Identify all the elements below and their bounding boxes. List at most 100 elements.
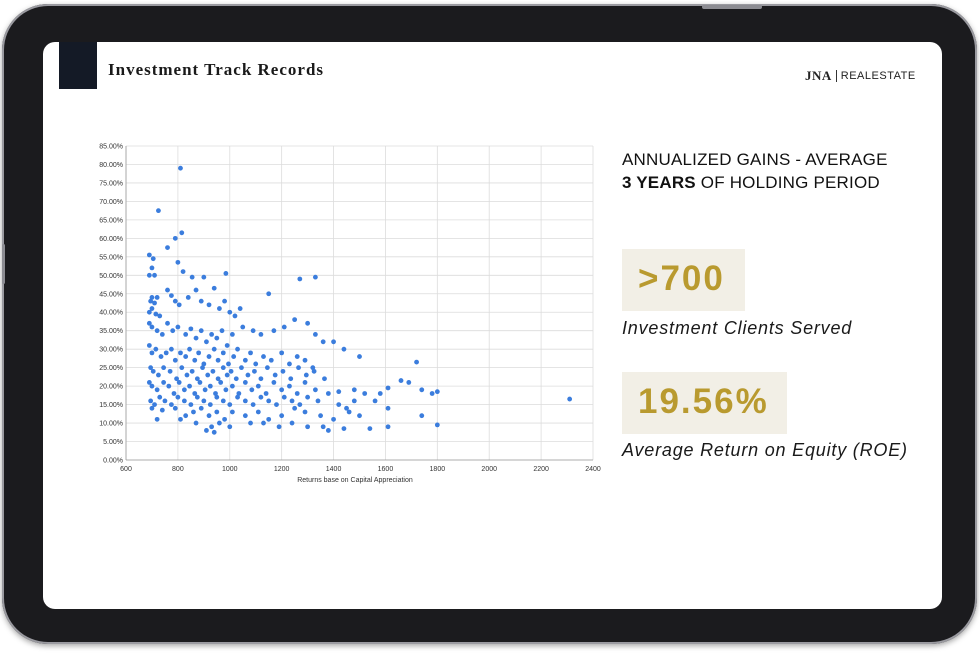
data-point (385, 385, 391, 391)
summary-heading-line1: ANNUALIZED GAINS - AVERAGE (622, 150, 888, 169)
data-point (220, 398, 226, 404)
y-tick-label: 10.00% (99, 421, 123, 428)
data-point (242, 398, 248, 404)
data-point (211, 346, 217, 352)
data-point (232, 313, 238, 319)
roe-stat-label: Average Return on Equity (ROE) (622, 440, 908, 460)
data-point (279, 413, 285, 419)
data-point (357, 413, 362, 419)
data-point (148, 365, 154, 371)
data-point (167, 368, 173, 374)
data-point (150, 368, 156, 374)
y-tick-label: 25.00% (99, 365, 123, 372)
data-point (148, 298, 154, 304)
data-point (414, 359, 419, 365)
data-point (406, 380, 412, 385)
data-point (242, 357, 248, 363)
data-point (236, 391, 242, 396)
data-point (150, 256, 156, 262)
data-point (174, 376, 179, 382)
data-point (172, 235, 178, 241)
data-point (183, 413, 189, 419)
data-point (320, 424, 326, 430)
data-point (367, 426, 373, 431)
data-point (192, 391, 198, 396)
data-point (184, 372, 190, 378)
data-point (312, 387, 318, 393)
data-point (268, 357, 274, 363)
data-point (175, 394, 181, 400)
data-point (146, 343, 152, 348)
data-point (206, 413, 212, 419)
data-point (194, 394, 200, 400)
data-point (146, 252, 152, 258)
data-point (351, 398, 357, 404)
data-point (204, 428, 209, 433)
data-point (248, 420, 253, 426)
data-point (178, 165, 183, 171)
data-point (294, 391, 300, 396)
data-point (258, 394, 264, 400)
data-point (178, 416, 183, 422)
data-point (214, 409, 220, 415)
y-tick-label: 45.00% (99, 291, 123, 298)
data-point (274, 402, 279, 407)
data-point (250, 328, 256, 334)
x-tick-label: 1400 (326, 466, 342, 473)
y-tick-label: 55.00% (99, 254, 123, 261)
logo-divider (835, 70, 837, 82)
data-point (229, 383, 235, 389)
y-tick-label: 80.00% (99, 162, 123, 169)
data-point (148, 398, 154, 404)
data-point (154, 328, 160, 334)
data-point (398, 378, 404, 383)
data-point (149, 383, 155, 389)
data-point (303, 372, 309, 378)
data-point (198, 328, 204, 334)
data-point (385, 424, 391, 430)
clients-stat-label: Investment Clients Served (622, 318, 853, 338)
data-point (224, 343, 230, 348)
data-point (280, 368, 286, 374)
data-point (261, 354, 266, 359)
data-point (226, 361, 231, 367)
chart-points (146, 165, 573, 435)
data-point (189, 274, 195, 280)
chart-axes: 0.00% 5.00% 10.00% 15.00% 20.00% 25.00% 30.00%… (99, 144, 601, 474)
x-tick-label: 1600 (378, 466, 394, 473)
data-point (385, 405, 391, 411)
data-point (362, 391, 368, 396)
data-point (344, 405, 349, 411)
data-point (287, 361, 292, 367)
data-point (157, 313, 163, 319)
tablet-top-button (702, 5, 762, 9)
data-point (222, 416, 227, 422)
data-point (377, 391, 383, 396)
data-point (289, 420, 295, 426)
data-point (158, 354, 164, 359)
data-point (201, 274, 207, 280)
slide-title: Investment Track Records (108, 60, 325, 79)
data-point (193, 287, 199, 293)
data-point (210, 368, 216, 374)
data-point (154, 295, 160, 300)
data-point (201, 361, 207, 367)
data-point (341, 426, 347, 431)
x-tick-label: 600 (120, 466, 132, 473)
y-tick-label: 70.00% (99, 199, 123, 206)
data-point (193, 335, 199, 341)
data-point (235, 346, 240, 352)
x-tick-label: 2000 (481, 466, 497, 473)
data-point (318, 413, 323, 419)
y-tick-label: 35.00% (99, 328, 123, 335)
data-point (302, 380, 308, 385)
data-point (346, 409, 352, 415)
data-point (162, 398, 168, 404)
data-point (146, 309, 152, 315)
data-point (206, 302, 212, 308)
data-point (207, 383, 213, 389)
data-point (172, 298, 178, 304)
data-point (296, 365, 301, 371)
data-point (217, 306, 222, 311)
data-point (196, 350, 202, 356)
